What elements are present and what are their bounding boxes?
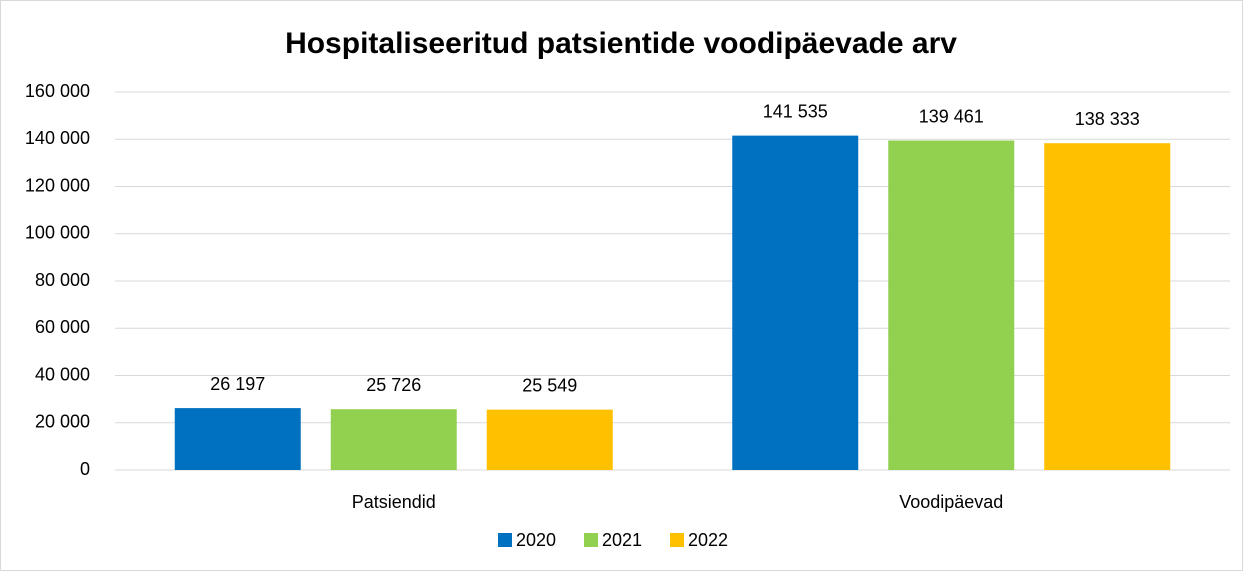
bar — [888, 140, 1015, 471]
y-tick-label: 160 000 — [25, 81, 90, 101]
bar — [1044, 143, 1171, 470]
legend-swatch — [584, 533, 598, 547]
y-tick-label: 100 000 — [25, 223, 90, 243]
data-label: 26 197 — [210, 374, 265, 394]
x-tick-label: Patsiendid — [352, 492, 436, 512]
y-tick-label: 0 — [80, 459, 90, 479]
y-tick-label: 80 000 — [35, 270, 90, 290]
legend-swatch — [670, 533, 684, 547]
y-tick-label: 20 000 — [35, 412, 90, 432]
data-label: 138 333 — [1075, 109, 1140, 129]
legend-label: 2020 — [516, 530, 556, 550]
legend-label: 2022 — [688, 530, 728, 550]
legend-label: 2021 — [602, 530, 642, 550]
bar — [486, 409, 613, 470]
data-label: 141 535 — [763, 101, 828, 121]
data-label: 25 726 — [366, 375, 421, 395]
legend-swatch — [498, 533, 512, 547]
bar — [330, 409, 457, 470]
y-tick-label: 60 000 — [35, 317, 90, 337]
y-tick-label: 140 000 — [25, 128, 90, 148]
data-label: 139 461 — [919, 106, 984, 126]
y-tick-label: 40 000 — [35, 364, 90, 384]
bar — [732, 135, 859, 470]
data-label: 25 549 — [522, 375, 577, 395]
x-tick-label: Voodipäevad — [899, 492, 1003, 512]
y-tick-label: 120 000 — [25, 175, 90, 195]
chart-title: Hospitaliseeritud patsientide voodipäeva… — [285, 27, 957, 60]
bar — [174, 408, 301, 470]
